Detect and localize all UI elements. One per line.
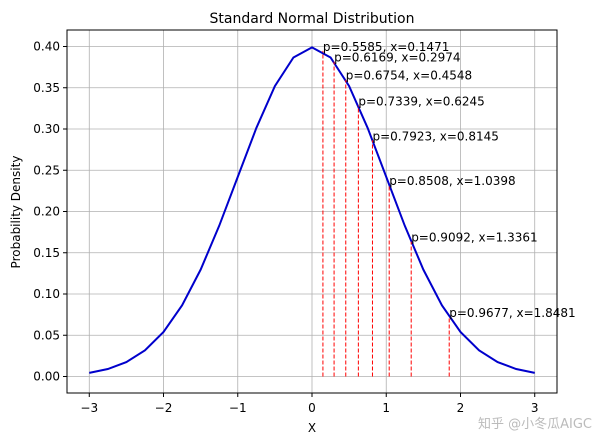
plot-frame [66, 29, 558, 394]
x-tick-label: 0 [308, 401, 316, 415]
chart-title: Standard Normal Distribution [210, 11, 415, 27]
x-tick-label: 2 [457, 401, 465, 415]
x-tick-label: −2 [155, 401, 173, 415]
annotation: p=0.6754, x=0.4548 [346, 69, 472, 83]
y-tick-label: 0.25 [33, 163, 60, 177]
line-series [89, 46, 535, 374]
annotation: p=0.7923, x=0.8145 [372, 129, 498, 143]
annotation: p=0.7339, x=0.6245 [358, 95, 484, 109]
y-tick-label: 0.05 [33, 328, 60, 342]
y-tick-label: 0.15 [33, 246, 60, 260]
y-tick-label: 0.10 [33, 287, 60, 301]
y-tick-label: 0.00 [33, 370, 60, 384]
x-tick-label: −1 [229, 401, 247, 415]
x-axis-label: X [308, 421, 316, 435]
x-tick-label: 3 [531, 401, 539, 415]
annotation: p=0.5585, x=0.1471 [323, 40, 449, 54]
y-tick-label: 0.20 [33, 205, 60, 219]
x-tick-label: 1 [382, 401, 390, 415]
annotation: p=0.8508, x=1.0398 [389, 174, 515, 188]
annotation: p=0.9092, x=1.3361 [411, 231, 537, 245]
x-tick-label: −3 [80, 401, 98, 415]
annotation: p=0.9677, x=1.8481 [449, 306, 575, 320]
watermark: 知乎 @小冬瓜AIGC [478, 416, 592, 432]
annotation: p=0.6169, x=0.2974 [334, 51, 460, 65]
y-tick-label: 0.30 [33, 122, 60, 136]
y-tick-label: 0.40 [33, 40, 60, 54]
y-axis-label: Probability Density [9, 156, 23, 269]
y-tick-label: 0.35 [33, 81, 60, 95]
